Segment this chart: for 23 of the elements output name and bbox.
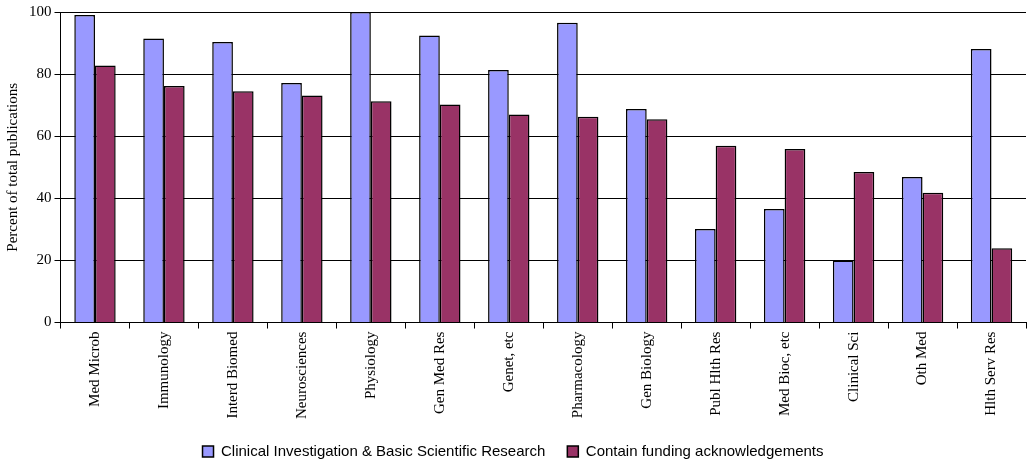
x-tick-label: Gen Biology (637, 331, 654, 409)
y-axis-title: Percent of total publications (3, 82, 20, 252)
y-tick-label: 0 (44, 313, 52, 330)
y-tick-label: 20 (36, 251, 52, 268)
y-tick-label: 100 (29, 2, 52, 19)
x-tick-label: Med Bioc, etc (775, 331, 792, 417)
x-tick-label: Physiology (361, 331, 378, 400)
y-tick-label: 60 (36, 127, 52, 144)
legend-label: Clinical Investigation & Basic Scientific Research (221, 441, 546, 459)
x-tick-label: Neurosciences (292, 331, 309, 420)
x-tick-label: Interd Biomed (223, 331, 240, 419)
x-tick-label: Hlth Serv Res (982, 331, 999, 416)
x-tick-label: Genet, etc (499, 331, 516, 393)
x-tick-label: Oth Med (913, 331, 930, 386)
legend-label: Contain funding acknowledgements (585, 441, 824, 459)
x-tick-label: Med Microb (85, 331, 102, 407)
y-tick-label: 40 (36, 189, 52, 206)
x-tick-label: Pharmacology (568, 331, 585, 419)
x-tick-label: Immunology (154, 331, 171, 410)
x-tick-label: Publ Hlth Res (706, 331, 723, 416)
y-tick-label: 80 (36, 65, 52, 82)
x-tick-label: Clinical Sci (844, 331, 861, 402)
x-tick-label: Gen Med Res (430, 331, 447, 415)
